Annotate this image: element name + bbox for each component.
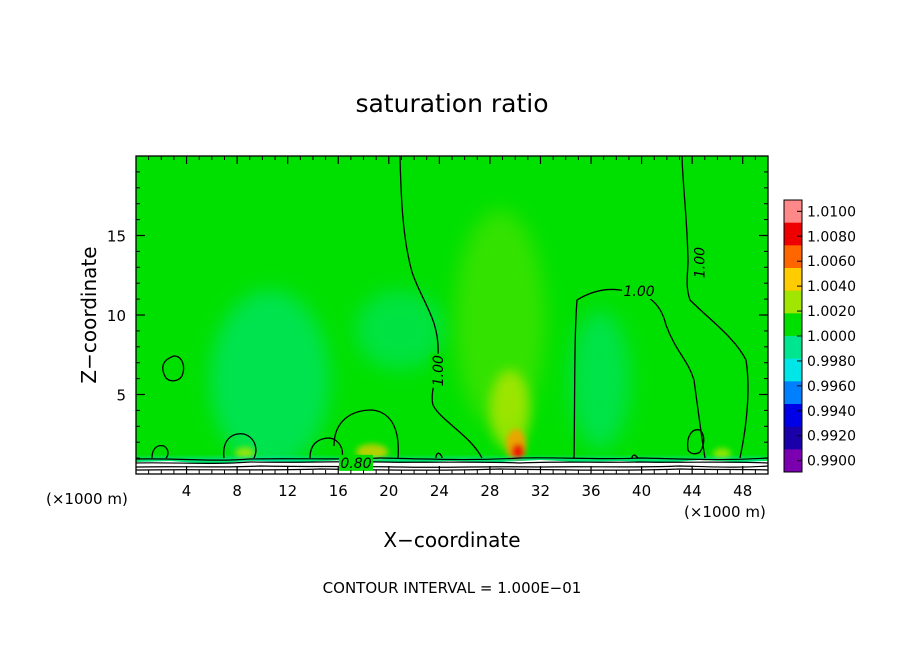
colorbar-swatch [784,290,802,314]
colorbar-swatch [784,245,802,269]
x-tick-label: 12 [278,482,297,500]
contour-label: 0.80 [338,454,373,472]
colorbar-swatch [784,381,802,405]
contour-label-text: 1.00 [693,247,709,278]
colorbar-label: 0.9960 [807,379,856,395]
x-tick-label: 44 [683,482,702,500]
colorbar-label: 0.9940 [807,404,856,420]
y-tick-label: 15 [107,228,126,246]
colorbar-swatch [784,222,802,246]
colorbar-swatch [784,426,802,450]
plot-area: 1.00 1.00 1.00 0.80 [136,156,768,474]
x-tick-label: 48 [733,482,752,500]
x-unit-right: (×1000 m) [684,503,766,521]
x-tick-label: 8 [232,482,242,500]
colorbar-label: 1.0020 [807,304,856,320]
colorbar-label: 0.9900 [807,454,856,470]
colorbar-swatch [784,200,802,224]
y-tick-label: 10 [107,307,126,325]
colorbar-swatch [784,449,802,473]
colorbar-label: 1.0100 [807,204,856,220]
colorbar-label: 1.0000 [807,329,856,345]
contour-label: 1.00 [691,245,709,280]
contour-label-bg [338,454,373,471]
x-tick-label: 4 [182,482,192,500]
y-axis-label: Z−coordinate [77,246,101,383]
colorbar: 0.9900 0.9920 0.9940 0.9960 0.9980 1.0000 1.00… [783,199,856,473]
x-unit-left: (×1000 m) [46,490,128,508]
x-tick-label: 24 [430,482,449,500]
colorbar-swatch [784,336,802,360]
colorbar-label: 1.0040 [807,279,856,295]
x-tick-label: 16 [329,482,348,500]
x-axis: 4 8 12 16 20 24 28 32 36 40 44 48 [148,156,756,500]
colorbar-label: 0.9980 [807,354,856,370]
colorbar-swatch [784,404,802,428]
colorbar-label: 1.0080 [807,229,856,245]
contour-label-bg [622,283,657,300]
contour-label-text: 0.80 [340,456,371,472]
y-axis: 5 10 15 [107,171,768,459]
contour-interval-footer: CONTOUR INTERVAL = 1.000E−01 [323,579,582,597]
y-tick-label: 5 [116,387,126,405]
contour-label: 1.00 [622,283,657,300]
contour-label: 1.00 [430,353,447,388]
x-tick-label: 32 [531,482,550,500]
chart-title: saturation ratio [355,89,548,118]
contour-label-bg [430,353,447,388]
colorbar-label: 0.9920 [807,429,856,445]
contour-label-text: 1.00 [431,355,447,386]
contour-label-bg [691,245,708,280]
x-axis-label: X−coordinate [383,528,520,552]
x-tick-label: 36 [581,482,600,500]
colorbar-swatch [784,358,802,382]
colorbar-swatch [784,268,802,292]
x-tick-label: 28 [480,482,499,500]
x-tick-label: 20 [379,482,398,500]
colorbar-label: 1.0060 [807,254,856,270]
contour-label-layer: 1.00 1.00 1.00 0.80 [338,245,709,472]
contour-label-text: 1.00 [623,284,654,300]
x-tick-label: 40 [632,482,651,500]
colorbar-swatch [784,313,802,337]
field-variations [136,210,768,470]
